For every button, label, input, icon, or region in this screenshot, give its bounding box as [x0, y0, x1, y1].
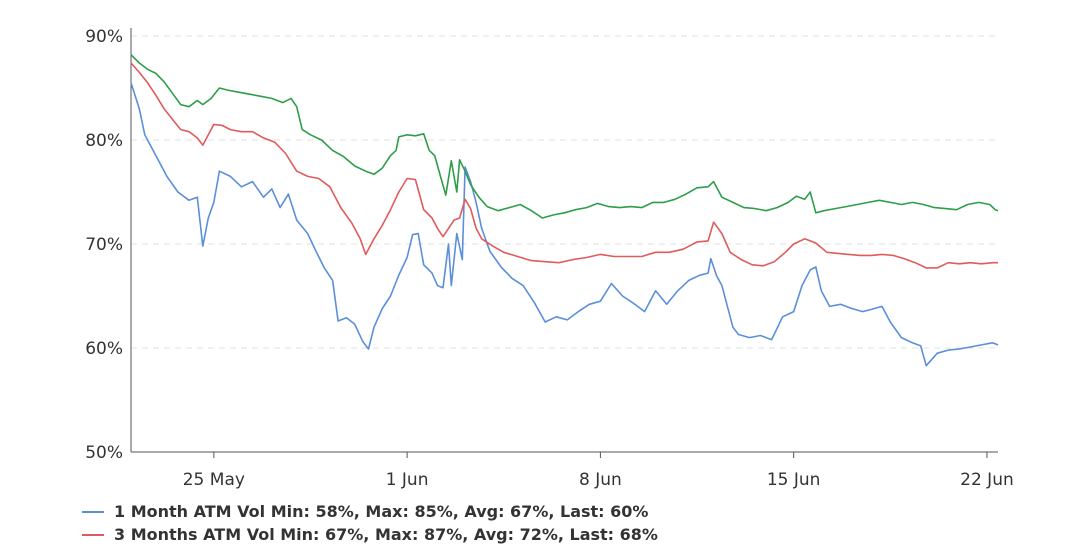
x-tick-label: 1 Jun [386, 470, 429, 490]
x-tick-label: 8 Jun [579, 470, 622, 490]
legend-item-3-months[interactable]: 3 Months ATM Vol Min: 67%, Max: 87%, Avg… [82, 523, 658, 546]
legend-label-1-month: 1 Month ATM Vol Min: 58%, Max: 85%, Avg:… [114, 502, 649, 521]
y-tick-label: 50% [85, 443, 123, 463]
legend-swatch-1-month [82, 510, 104, 513]
legend-swatch-3-months [82, 533, 104, 536]
legend-item-1-month[interactable]: 1 Month ATM Vol Min: 58%, Max: 85%, Avg:… [82, 500, 658, 523]
series-line-2 [130, 62, 998, 269]
chart-legend: 1 Month ATM Vol Min: 58%, Max: 85%, Avg:… [82, 500, 658, 546]
y-tick-label: 70% [85, 235, 123, 255]
legend-label-3-months: 3 Months ATM Vol Min: 67%, Max: 87%, Avg… [114, 525, 658, 544]
series-lines [130, 54, 999, 367]
x-tick-label: 22 Jun [960, 470, 1014, 490]
y-tick-label: 60% [85, 339, 123, 359]
gridlines [131, 35, 998, 349]
axes [130, 28, 998, 458]
series-line-3 [130, 54, 999, 219]
series-line-1 [130, 82, 999, 367]
y-tick-label: 90% [85, 27, 123, 47]
tick-labels: 90% 80% 70% 60% 50% 25 May 1 Jun 8 Jun 15 Jun 22 … [85, 27, 1014, 490]
x-tick-label: 25 May [183, 470, 245, 490]
x-tick-label: 15 Jun [767, 470, 821, 490]
y-tick-label: 80% [85, 131, 123, 151]
